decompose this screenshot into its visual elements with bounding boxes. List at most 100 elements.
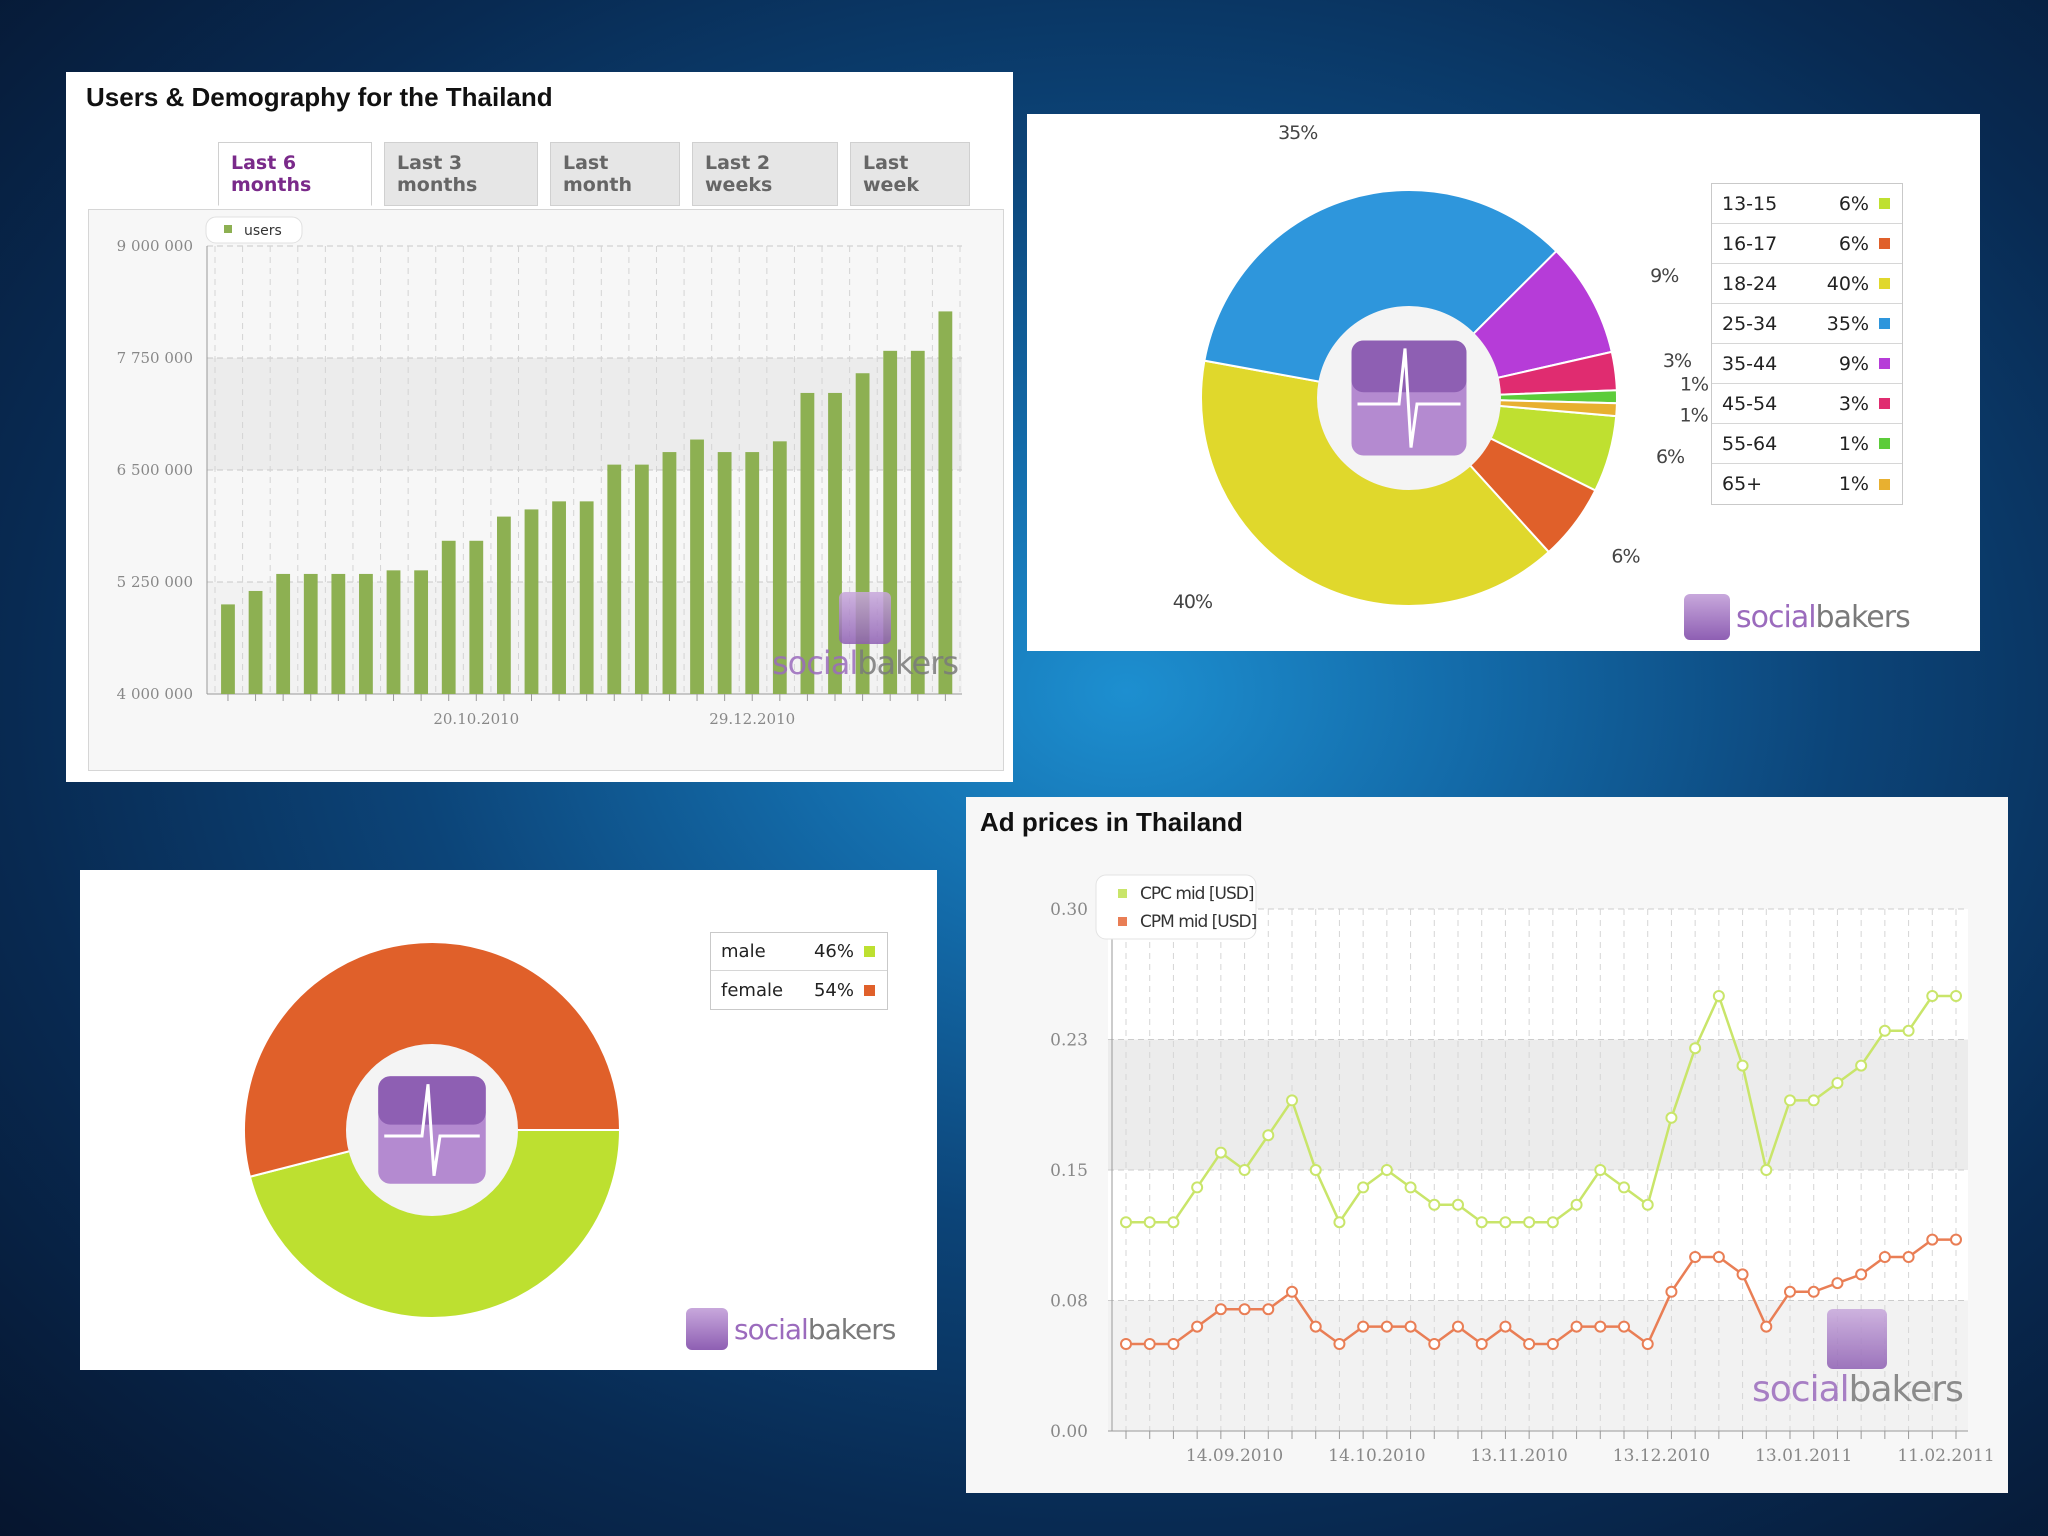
bar — [772, 441, 787, 694]
data-point — [1950, 990, 1962, 1002]
legend-label: 55-64 — [1722, 432, 1778, 455]
data-point — [1546, 1216, 1559, 1229]
data-point — [1428, 1198, 1441, 1211]
bar — [828, 392, 842, 694]
y-tick-label: 5 250 000 — [117, 573, 193, 591]
slice-label: 6% — [1611, 546, 1639, 568]
data-point — [1926, 990, 1939, 1002]
data-point — [1665, 1285, 1678, 1298]
x-tick-label: 29.12.2010 — [709, 710, 795, 728]
data-point — [1214, 1146, 1227, 1159]
data-point — [1594, 1164, 1607, 1176]
legend-swatch — [1118, 917, 1127, 926]
data-point — [1641, 1338, 1654, 1350]
tab-last-week[interactable]: Last week — [850, 142, 970, 206]
legend-label: female — [721, 979, 784, 1001]
bar — [496, 516, 511, 694]
slice-label: 1% — [1680, 404, 1708, 426]
tab-last-6-months[interactable]: Last 6 months — [218, 142, 372, 206]
legend-swatch — [864, 984, 875, 996]
data-point — [1689, 1251, 1702, 1263]
bar — [469, 540, 484, 694]
legend-row: 35-44 9% — [1712, 344, 1902, 384]
data-point — [1712, 990, 1725, 1002]
bar — [910, 350, 925, 694]
x-tick-label: 14.09.2010 — [1186, 1446, 1283, 1466]
legend-value: 35% — [1826, 312, 1869, 335]
bar — [634, 464, 649, 694]
data-point — [1357, 1181, 1370, 1194]
legend-row: 18-24 40% — [1712, 264, 1902, 304]
data-point — [1523, 1338, 1536, 1350]
users-panel: Users & Demography for the Thailand Last… — [66, 72, 1013, 782]
bar — [800, 392, 815, 694]
data-point — [1428, 1338, 1441, 1350]
legend-label: CPC mid [USD] — [1140, 884, 1254, 904]
legend-swatch — [1879, 398, 1890, 409]
legend-swatch — [224, 225, 232, 233]
data-point — [1499, 1320, 1512, 1333]
logo-icon-top — [1351, 340, 1467, 393]
data-point — [1191, 1320, 1204, 1333]
legend-value: 46% — [813, 941, 854, 962]
y-tick-label: 0.30 — [1050, 900, 1088, 920]
gender-legend: male 46% female 54% — [710, 932, 888, 1010]
legend-swatch — [1879, 238, 1890, 249]
data-point — [1594, 1320, 1607, 1333]
tab-last-month[interactable]: Last month — [550, 142, 680, 206]
legend-row: 45-54 3% — [1712, 384, 1902, 424]
legend-row: 25-34 35% — [1712, 304, 1902, 344]
data-point — [1878, 1024, 1891, 1037]
data-point — [1807, 1094, 1820, 1107]
legend-label: CPM mid [USD] — [1140, 912, 1257, 932]
bar — [745, 452, 760, 694]
data-point — [1784, 1094, 1796, 1107]
data-point — [1475, 1338, 1488, 1350]
legend-label: users — [244, 223, 282, 239]
tab-last-3-months[interactable]: Last 3 months — [384, 142, 538, 206]
data-point — [1452, 1198, 1464, 1211]
data-point — [1926, 1233, 1939, 1246]
age-panel: 6% 6% 40% 35% 9% 3% 1% 1% 13-15 6% 16-17 6% 18-24 40… — [1027, 114, 1980, 651]
legend-swatch — [1879, 478, 1890, 490]
y-tick-label: 7 750 000 — [117, 349, 193, 367]
pulse-icon — [1357, 348, 1461, 448]
x-tick-label: 11.02.2011 — [1897, 1446, 1994, 1466]
legend-value: 1% — [1838, 432, 1869, 455]
grid-band — [1108, 1039, 1968, 1170]
bar — [717, 452, 732, 694]
legend-value: 9% — [1838, 352, 1869, 375]
legend-value: 40% — [1826, 272, 1869, 295]
data-point — [1286, 1285, 1298, 1298]
data-point — [1878, 1251, 1891, 1263]
bar — [276, 573, 291, 694]
slice — [248, 1129, 622, 1319]
tab-last-2-weeks[interactable]: Last 2 weeks — [692, 142, 838, 206]
legend-box — [1095, 874, 1257, 940]
legend-swatch — [1879, 438, 1890, 449]
grid-band — [1108, 1300, 1968, 1431]
x-tick-label: 20.10.2010 — [433, 710, 519, 728]
data-point — [1736, 1268, 1749, 1281]
data-point — [1262, 1303, 1275, 1316]
y-tick-label: 4 000 000 — [117, 685, 193, 703]
data-point — [1309, 1164, 1322, 1176]
legend-row: 65+ 1% — [1712, 464, 1902, 504]
age-legend: 13-15 6% 16-17 6% 18-24 40% 25-34 35% 35-44 9% 45-… — [1711, 183, 1903, 505]
data-point — [1855, 1268, 1868, 1281]
slice — [1203, 189, 1558, 400]
data-point — [1831, 1277, 1844, 1290]
x-tick-label: 13.11.2010 — [1470, 1446, 1567, 1466]
data-point — [1570, 1198, 1583, 1211]
bar — [552, 501, 566, 694]
data-point — [1902, 1251, 1915, 1263]
bar — [386, 570, 401, 694]
data-point — [1689, 1042, 1702, 1055]
data-point — [1760, 1164, 1773, 1176]
data-point — [1262, 1129, 1275, 1142]
grid-band — [207, 358, 962, 470]
ad-prices-line-chart: 0.00 0.08 0.15 0.23 0.30 14.09.2010 14.10.2010… — [1050, 874, 1995, 1466]
bar — [441, 540, 456, 694]
data-point — [1784, 1285, 1796, 1298]
bar — [414, 570, 429, 694]
